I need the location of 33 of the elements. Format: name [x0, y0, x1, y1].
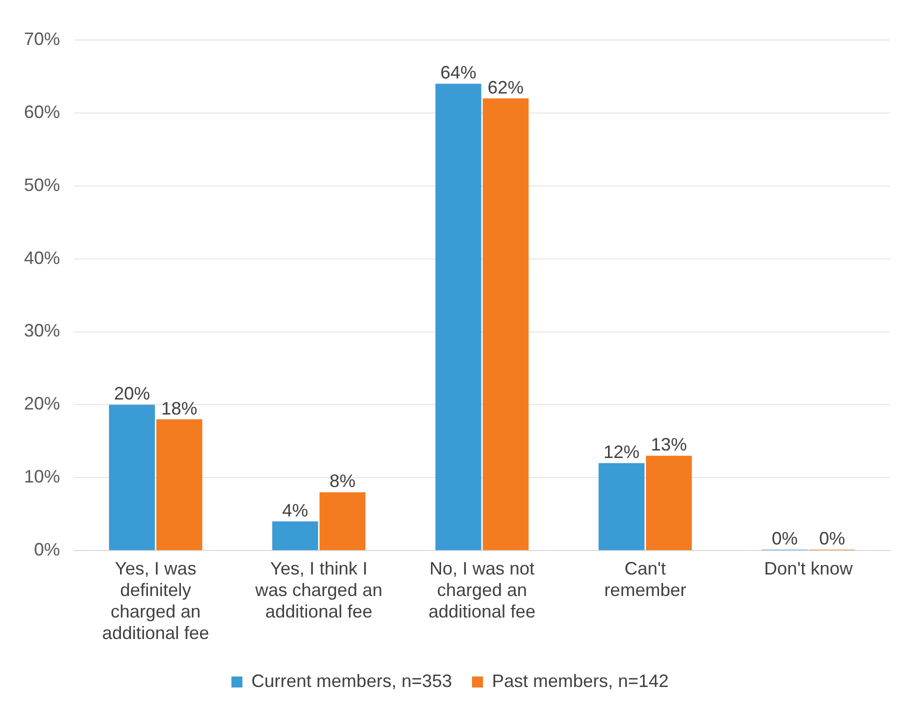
x-tick-label: Yes, I think I was charged an additional fee	[254, 558, 382, 622]
data-label: 12%	[604, 442, 640, 462]
bar	[320, 492, 366, 550]
data-label: 0%	[819, 528, 846, 549]
data-label: 20%	[114, 384, 150, 404]
bar	[598, 463, 644, 550]
y-tick-label: 10%	[24, 466, 60, 487]
data-label: 18%	[161, 398, 198, 418]
x-tick-label: No, I was not charged an additional fee	[428, 558, 536, 622]
y-tick-label: 60%	[24, 102, 60, 122]
bar	[156, 419, 202, 550]
bar	[435, 84, 482, 550]
x-tick-label: Yes, I was definitely charged an additional fee	[102, 558, 210, 644]
y-tick-label: 70%	[24, 28, 60, 49]
y-tick-label: 30%	[24, 320, 60, 341]
bar	[272, 521, 318, 550]
legend-label: Current members, n=353	[251, 670, 452, 691]
data-label: 8%	[329, 471, 356, 492]
data-label: 4%	[282, 500, 308, 520]
data-label: 13%	[650, 434, 687, 455]
x-tick-label: Don't know	[764, 558, 854, 578]
y-tick-label: 50%	[24, 174, 60, 195]
data-label: 64%	[440, 62, 476, 83]
legend-label: Past members, n=142	[492, 670, 669, 691]
y-tick-label: 20%	[24, 394, 60, 414]
x-tick-label: Can't remember	[604, 558, 686, 600]
bar	[109, 404, 155, 550]
bar	[482, 98, 529, 550]
data-label: 62%	[488, 77, 524, 98]
y-tick-label: 40%	[24, 248, 60, 268]
bar	[646, 456, 692, 550]
y-tick-label: 0%	[34, 540, 60, 560]
data-label: 0%	[772, 528, 798, 549]
